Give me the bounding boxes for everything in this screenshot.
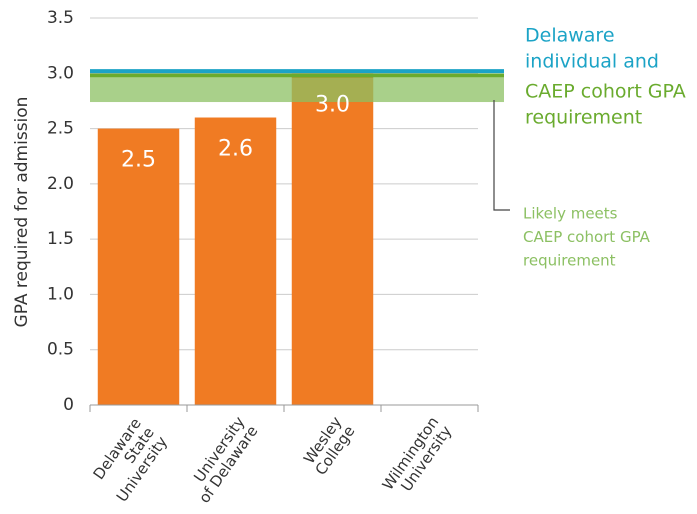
y-tick-label: 0 (63, 395, 74, 415)
value-label: 3.0 (315, 92, 350, 117)
bar (291, 73, 374, 406)
value-label: 2.6 (218, 137, 253, 162)
y-tick-label: 3.0 (47, 63, 74, 83)
y-axis-label: GPA required for admission (12, 97, 32, 328)
annotation: individual and (525, 51, 659, 73)
annotation: CAEP cohort GPA (523, 228, 651, 246)
y-tick-label: 1.0 (47, 284, 74, 304)
annotation: Likely meets (523, 205, 618, 223)
x-tick-label: DelawareStateUniversity (86, 414, 170, 505)
bar (194, 117, 277, 405)
y-tick-label: 3.5 (47, 8, 74, 28)
y-tick-label: 0.5 (47, 340, 74, 360)
annotation: requirement (525, 107, 642, 129)
annotation: Delaware (525, 25, 615, 47)
y-tick-label: 2.5 (47, 119, 74, 139)
x-tick-label: Universityof Delaware (182, 413, 261, 506)
x-tick-label: WesleyCollege (298, 413, 358, 478)
bracket (493, 100, 510, 211)
value-label: 2.5 (121, 148, 156, 173)
reference-band (90, 77, 504, 103)
annotation: CAEP cohort GPA (525, 81, 686, 103)
y-tick-label: 1.5 (47, 229, 74, 249)
bar (97, 128, 180, 406)
x-tick-label: WilmingtonUniversity (378, 413, 455, 502)
annotation: requirement (523, 252, 616, 270)
y-tick-label: 2.0 (47, 174, 74, 194)
